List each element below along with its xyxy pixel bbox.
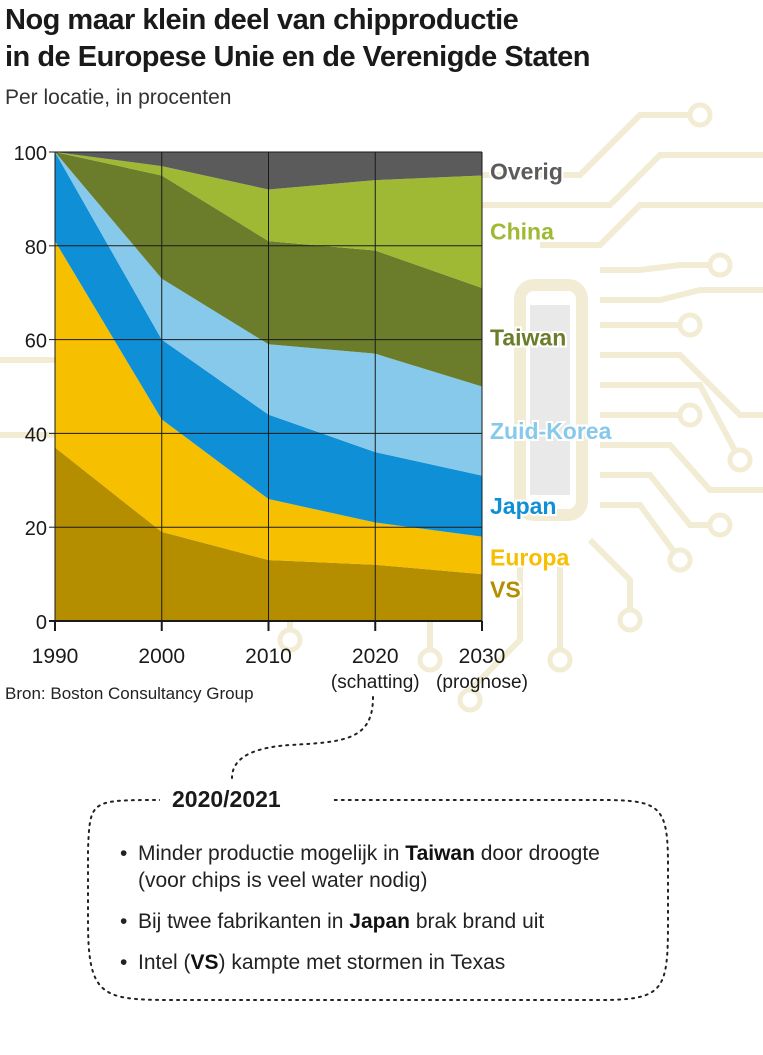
note-item-highlight: VS: [190, 951, 219, 974]
note-item: Bij twee fabrikanten in Japan brak brand…: [120, 908, 640, 935]
x-tick-label: 2000: [138, 645, 185, 668]
y-axis-ticks: 0 20 40 60 80 100: [14, 143, 55, 634]
x-tick-sublabel: (prognose): [436, 672, 528, 693]
source-note: Bron: Boston Consultancy Group: [5, 684, 254, 703]
note-item-text: Intel (: [138, 951, 191, 974]
note-item-highlight: Japan: [349, 910, 410, 933]
x-tick-sublabel: (schatting): [331, 672, 420, 693]
series-label-china: China: [490, 219, 554, 245]
gridlines: [49, 151, 483, 622]
chart-subtitle: Per locatie, in procenten: [5, 86, 232, 109]
callout-connector: [87, 696, 669, 1001]
series-label-europa: Europa: [490, 544, 569, 570]
note-item-text: door droogte (voor chips is veel water n…: [138, 842, 600, 892]
y-tick-label: 100: [14, 143, 47, 165]
y-tick-label: 40: [25, 424, 47, 446]
series-label-japan: Japan: [490, 493, 556, 519]
title-line-2: in de Europese Unie en de Verenigde Stat…: [5, 41, 590, 73]
note-item: Intel (VS) kampte met stormen in Texas: [120, 949, 640, 976]
y-tick-label: 0: [36, 612, 47, 634]
series-label-zuid-korea: Zuid-Korea: [490, 418, 612, 444]
series-label-overig: Overig: [490, 159, 563, 185]
note-item-text: ) kampte met stormen in Texas: [218, 951, 506, 974]
note-item-text: brak brand uit: [410, 910, 545, 933]
y-tick-label: 80: [25, 237, 47, 259]
note-item-text: Bij twee fabrikanten in: [138, 910, 350, 933]
x-tick-label: 2030: [459, 645, 506, 668]
chart-title: Nog maar klein deel van chipproductie in…: [5, 2, 590, 76]
x-tick-label: 1990: [32, 645, 79, 668]
series-labels: VS Europa Japan Zuid-Korea Taiwan China Overig: [488, 157, 614, 605]
note-item-text: Minder productie mogelijk in: [138, 842, 406, 865]
note-item: Minder productie mogelijk in Taiwan door…: [120, 840, 640, 894]
y-tick-label: 20: [25, 518, 47, 540]
x-tick-label: 2010: [245, 645, 292, 668]
x-tick-label: 2020: [352, 645, 399, 668]
circuit-background: [0, 112, 763, 700]
note-list: Minder productie mogelijk in Taiwan door…: [120, 840, 640, 990]
note-heading: 2020/2021: [160, 786, 293, 813]
series-label-vs: VS: [490, 577, 521, 603]
chip-core: [530, 305, 570, 495]
title-line-1: Nog maar klein deel van chipproductie: [5, 4, 519, 36]
circuit-nodes: [277, 102, 753, 713]
y-tick-label: 60: [25, 331, 47, 353]
series-label-taiwan: Taiwan: [490, 324, 566, 350]
note-item-highlight: Taiwan: [405, 842, 475, 865]
x-axis-ticks: 1990 2000 2010 2020 (schatting) 2030 (prognose…: [32, 621, 528, 693]
